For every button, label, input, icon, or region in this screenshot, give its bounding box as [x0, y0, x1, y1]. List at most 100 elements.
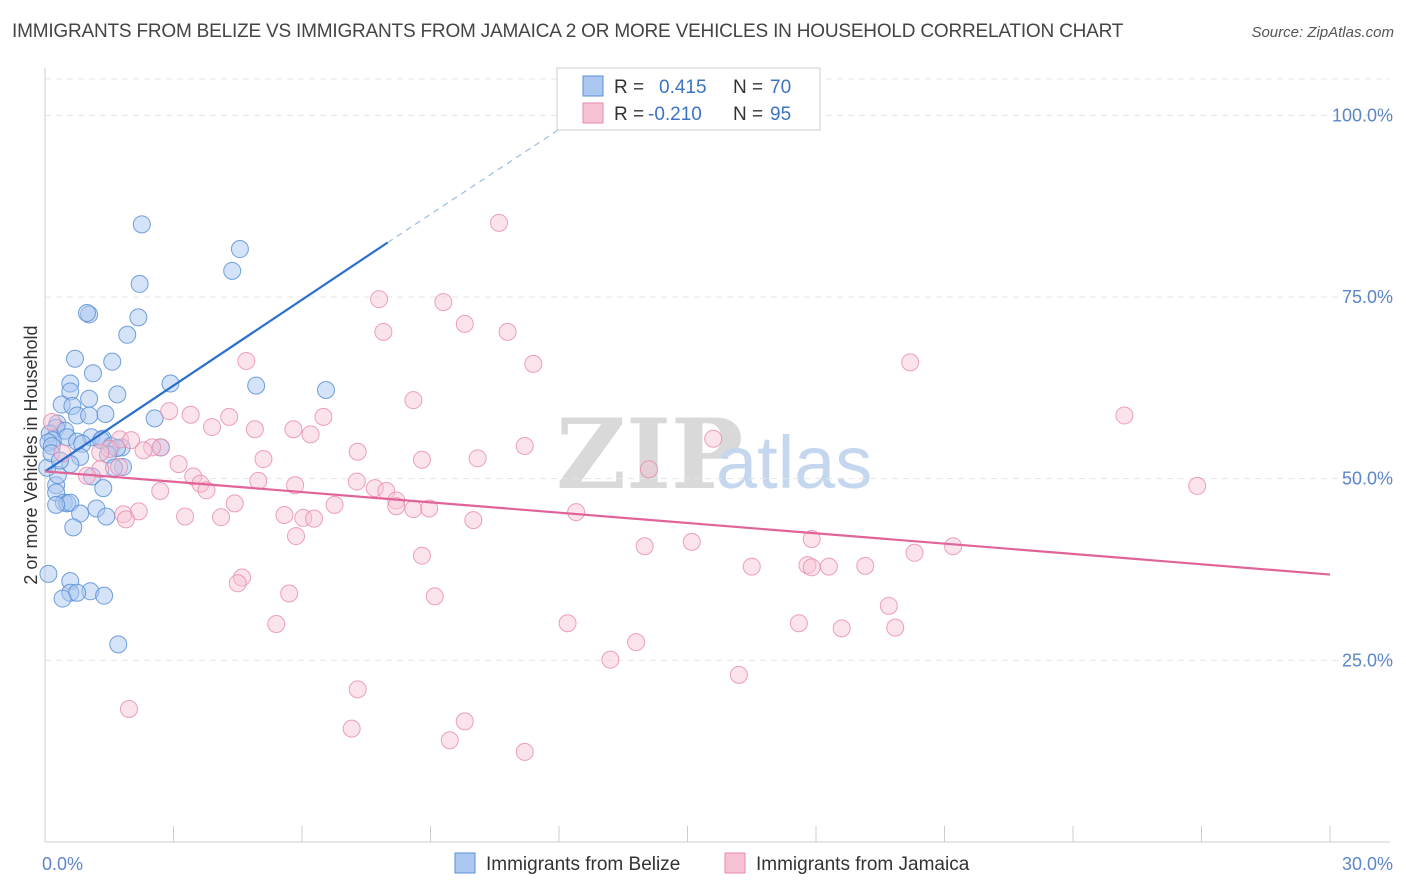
legend-belize-label: Immigrants from Belize [486, 854, 680, 875]
jamaica-point-68 [635, 537, 654, 556]
belize-point-10 [83, 364, 102, 383]
belize-point-8 [65, 349, 84, 368]
jamaica-point-27 [134, 441, 153, 460]
y-axis-label: 2 or more Vehicles in Household [21, 325, 41, 584]
belize-point-3 [223, 261, 242, 280]
belize-point-53 [47, 495, 66, 514]
belize-point-13 [247, 376, 266, 395]
belize-point-22 [80, 406, 99, 425]
jamaica-point-14 [1115, 406, 1134, 425]
stats-belize-n-label: N = [733, 77, 763, 98]
jamaica-point-51 [325, 495, 344, 514]
jamaica-point-59 [176, 507, 195, 526]
jamaica-point-93 [342, 719, 361, 738]
jamaica-point-79 [280, 584, 299, 603]
jamaica-point-18 [245, 420, 264, 439]
belize-point-11 [161, 374, 180, 393]
jamaica-point-46 [197, 481, 216, 500]
jamaica-point-16 [203, 418, 222, 437]
jamaica-point-60 [212, 508, 231, 527]
jamaica-point-34 [169, 455, 188, 474]
stats-belize-r-label: R = [614, 77, 644, 98]
belize-point-16 [108, 385, 127, 404]
jamaica-point-87 [627, 633, 646, 652]
jamaica-point-73 [802, 558, 821, 577]
jamaica-point-56 [114, 505, 133, 524]
jamaica-point-37 [110, 458, 129, 477]
jamaica-point-76 [905, 543, 924, 562]
jamaica-point-7 [901, 353, 920, 372]
jamaica-point-11 [181, 405, 200, 424]
jamaica-point-22 [122, 431, 141, 450]
belize-point-63 [95, 586, 114, 605]
belize-point-9 [103, 352, 122, 371]
jamaica-point-90 [348, 680, 367, 699]
jamaica-point-48 [1188, 476, 1207, 495]
jamaica-point-81 [879, 596, 898, 615]
jamaica-point-41 [347, 472, 366, 491]
jamaica-point-85 [886, 618, 905, 637]
y-tick-label-3: 100.0% [1332, 105, 1393, 125]
watermark-zip: ZIP [556, 398, 743, 511]
jamaica-point-89 [729, 665, 748, 684]
stats-jamaica-swatch [582, 102, 604, 124]
jamaica-point-66 [682, 532, 701, 551]
source-label: Source: ZipAtlas.com [1251, 24, 1394, 41]
jamaica-point-91 [119, 700, 138, 719]
jamaica-point-44 [365, 479, 384, 498]
jamaica-point-10 [160, 402, 179, 421]
jamaica-point-3 [455, 314, 474, 333]
jamaica-point-54 [129, 502, 148, 521]
x-tick-label-1: 30.0% [1342, 854, 1393, 874]
jamaica-point-32 [412, 450, 431, 469]
jamaica-point-5 [374, 322, 393, 341]
legend: Immigrants from Belize Immigrants from J… [454, 852, 970, 875]
jamaica-trendline [44, 470, 1331, 576]
stats-jamaica-n: 95 [770, 104, 791, 125]
jamaica-point-40 [249, 471, 268, 490]
jamaica-point-25 [515, 436, 534, 455]
legend-belize-swatch [454, 852, 476, 874]
jamaica-point-84 [267, 615, 286, 633]
stats-belize-n: 70 [770, 77, 791, 98]
jamaica-point-62 [464, 511, 483, 530]
stats-belize-r: 0.415 [659, 77, 707, 98]
jamaica-point-63 [304, 509, 323, 528]
jamaica-point-70 [412, 546, 431, 565]
series-jamaica-points [42, 213, 1207, 761]
jamaica-point-9 [404, 391, 423, 410]
jamaica-point-0 [490, 213, 509, 232]
jamaica-point-12 [314, 407, 333, 426]
belize-point-23 [145, 409, 164, 428]
y-tick-labels: 25.0% 50.0% 75.0% 100.0% [1332, 105, 1393, 670]
belize-point-56 [97, 507, 116, 526]
belize-point-20 [96, 404, 115, 423]
chart-title: IMMIGRANTS FROM BELIZE VS IMMIGRANTS FRO… [12, 21, 1124, 42]
stats-belize-swatch [582, 75, 604, 97]
jamaica-point-69 [944, 537, 963, 556]
jamaica-point-26 [100, 439, 119, 458]
jamaica-point-67 [802, 529, 821, 548]
belize-trendline-extension [387, 114, 581, 244]
watermark-atlas: atlas [716, 421, 872, 504]
jamaica-point-29 [348, 442, 367, 461]
jamaica-point-92 [455, 712, 474, 731]
belize-point-64 [53, 589, 72, 608]
y-tick-label-1: 50.0% [1342, 469, 1393, 489]
y-tick-label-0: 25.0% [1342, 650, 1393, 670]
jamaica-point-86 [832, 619, 851, 638]
jamaica-point-82 [558, 614, 577, 633]
jamaica-point-31 [468, 449, 487, 468]
jamaica-point-13 [220, 407, 239, 426]
belize-point-17 [80, 389, 99, 408]
jamaica-point-57 [275, 506, 294, 524]
jamaica-point-72 [819, 557, 838, 576]
jamaica-point-95 [515, 742, 534, 761]
jamaica-point-80 [425, 587, 444, 606]
jamaica-point-88 [601, 650, 620, 669]
stats-jamaica-r-label: R = [614, 104, 644, 125]
jamaica-point-55 [567, 503, 586, 522]
jamaica-point-33 [254, 450, 273, 469]
jamaica-point-15 [42, 412, 61, 431]
